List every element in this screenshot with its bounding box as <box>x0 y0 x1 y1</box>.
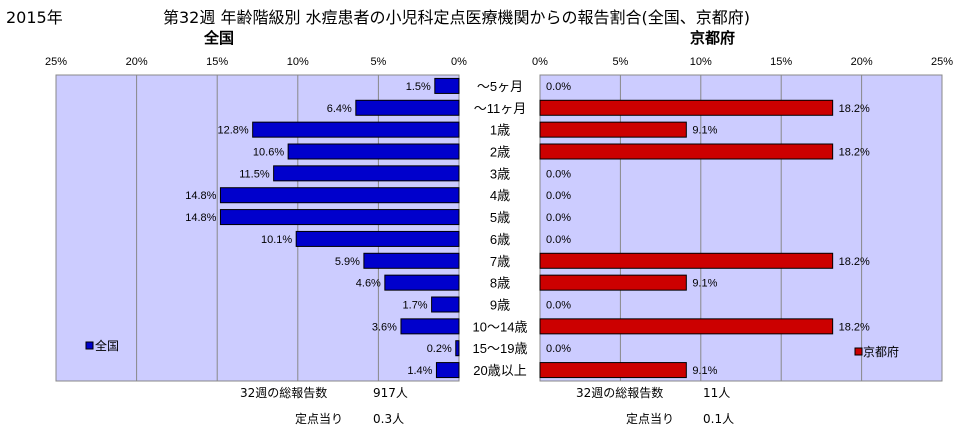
kyoto-data-label: 9.1% <box>692 365 717 377</box>
national-total-value: 917人 <box>373 386 408 400</box>
national-bar <box>219 209 460 226</box>
national-bar <box>431 296 460 313</box>
kyoto-bar <box>539 274 687 291</box>
kyoto-tick-label: 15% <box>770 56 792 68</box>
kyoto-data-label: 0.0% <box>546 168 571 180</box>
national-data-label: 11.5% <box>239 168 270 180</box>
kyoto-data-label: 18.2% <box>839 147 870 159</box>
national-bar <box>252 121 460 138</box>
kyoto-bar <box>539 143 834 160</box>
kyoto-data-label: 0.0% <box>546 190 571 202</box>
national-data-label: 10.1% <box>261 234 292 246</box>
kyoto-data-label: 0.0% <box>546 234 571 246</box>
kyoto-data-label: 0.0% <box>546 300 571 312</box>
year-label: 2015年 <box>6 8 63 27</box>
age-category-label: 20歳以上 <box>473 363 526 378</box>
national-tick-label: 25% <box>45 56 67 68</box>
national-data-label: 10.6% <box>253 147 284 159</box>
kyoto-data-label: 9.1% <box>692 125 717 137</box>
national-bar <box>355 99 460 116</box>
kyoto-legend-label: 京都府 <box>863 344 899 359</box>
national-data-label: 14.8% <box>185 190 216 202</box>
kyoto-data-label: 0.0% <box>546 81 571 93</box>
age-category-label: 8歳 <box>490 276 510 291</box>
age-category-label: ～5ヶ月 <box>477 79 523 94</box>
kyoto-data-label: 18.2% <box>839 321 870 333</box>
kyoto-plot-area <box>539 74 943 382</box>
national-data-label: 4.6% <box>356 278 381 290</box>
national-tick-label: 20% <box>126 56 148 68</box>
national-panel-title: 全国 <box>204 29 235 47</box>
national-data-label: 1.7% <box>403 300 428 312</box>
kyoto-total-value: 11人 <box>703 386 731 400</box>
age-category-label: 6歳 <box>490 232 510 247</box>
kyoto-tick-label: 10% <box>690 56 712 68</box>
national-bar <box>400 318 460 335</box>
national-data-label: 14.8% <box>185 212 216 224</box>
age-category-label: 4歳 <box>490 188 510 203</box>
kyoto-data-label: 18.2% <box>839 103 870 115</box>
kyoto-bar <box>539 121 687 138</box>
national-bar <box>384 274 460 291</box>
kyoto-tick-label: 25% <box>931 56 953 68</box>
age-category-label: 9歳 <box>490 298 510 313</box>
national-tick-label: 10% <box>287 56 309 68</box>
national-per-label: 定点当り <box>295 412 344 426</box>
age-category-label: ～11ヶ月 <box>474 101 527 116</box>
kyoto-tick-label: 0% <box>532 56 548 68</box>
national-plot-area <box>55 74 460 382</box>
national-bar <box>455 340 460 357</box>
kyoto-bar <box>539 99 834 116</box>
national-total-label: 32週の総報告数 <box>240 386 328 400</box>
national-bar <box>273 165 460 182</box>
national-bar <box>363 252 460 269</box>
age-category-label: 10～14歳 <box>473 319 528 334</box>
chart-title: 第32週 年齢階級別 水痘患者の小児科定点医療機関からの報告割合(全国、京都府) <box>163 8 751 27</box>
national-bar <box>295 230 460 247</box>
national-bar <box>434 77 460 94</box>
national-tick-label: 5% <box>370 56 386 68</box>
kyoto-per-label: 定点当り <box>626 412 675 426</box>
kyoto-total-label: 32週の総報告数 <box>576 386 664 400</box>
national-per-value: 0.3人 <box>373 412 405 426</box>
national-legend-swatch <box>85 341 94 350</box>
national-tick-label: 15% <box>206 56 228 68</box>
kyoto-panel-title: 京都府 <box>690 29 736 47</box>
kyoto-data-label: 0.0% <box>546 343 571 355</box>
national-bar <box>219 187 460 204</box>
national-legend-label: 全国 <box>95 338 119 353</box>
national-data-label: 3.6% <box>372 321 397 333</box>
national-bar <box>287 143 460 160</box>
national-data-label: 5.9% <box>335 256 360 268</box>
age-category-label: 3歳 <box>490 166 510 181</box>
kyoto-per-value: 0.1人 <box>703 412 735 426</box>
kyoto-bar <box>539 252 834 269</box>
national-data-label: 1.5% <box>406 81 431 93</box>
kyoto-tick-label: 5% <box>612 56 628 68</box>
kyoto-bar <box>539 318 834 335</box>
age-category-label: 15～19歳 <box>473 341 528 356</box>
age-category-label: 1歳 <box>490 123 510 138</box>
national-data-label: 1.4% <box>407 365 432 377</box>
age-category-label: 7歳 <box>490 254 510 269</box>
national-data-label: 6.4% <box>327 103 352 115</box>
kyoto-data-label: 9.1% <box>692 278 717 290</box>
kyoto-data-label: 0.0% <box>546 212 571 224</box>
kyoto-tick-label: 20% <box>851 56 873 68</box>
kyoto-data-label: 18.2% <box>839 256 870 268</box>
age-category-label: 5歳 <box>490 210 510 225</box>
national-tick-label: 0% <box>451 56 467 68</box>
age-category-label: 2歳 <box>490 145 510 160</box>
kyoto-bar <box>539 362 687 379</box>
national-data-label: 0.2% <box>427 343 452 355</box>
national-data-label: 12.8% <box>217 125 248 137</box>
kyoto-legend-swatch <box>854 347 863 356</box>
national-bar <box>435 362 460 379</box>
